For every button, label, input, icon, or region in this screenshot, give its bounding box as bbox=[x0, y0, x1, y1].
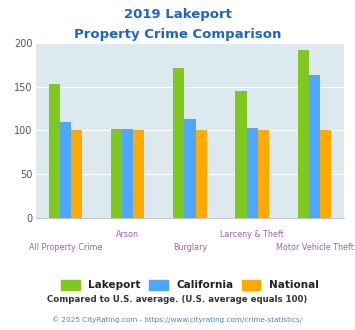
Bar bbox=[297, 50, 309, 218]
Bar bbox=[196, 130, 207, 218]
Bar bbox=[258, 130, 269, 218]
Text: Property Crime Comparison: Property Crime Comparison bbox=[74, 28, 281, 41]
Bar bbox=[122, 129, 133, 218]
Text: © 2025 CityRating.com - https://www.cityrating.com/crime-statistics/: © 2025 CityRating.com - https://www.city… bbox=[53, 316, 302, 323]
Text: All Property Crime: All Property Crime bbox=[29, 243, 102, 252]
Bar bbox=[309, 75, 320, 218]
Text: Larceny & Theft: Larceny & Theft bbox=[220, 230, 284, 239]
Text: Compared to U.S. average. (U.S. average equals 100): Compared to U.S. average. (U.S. average … bbox=[47, 295, 308, 304]
Bar bbox=[320, 130, 331, 218]
Bar bbox=[184, 119, 196, 218]
Bar bbox=[173, 68, 184, 218]
Bar bbox=[71, 130, 82, 218]
Text: Burglary: Burglary bbox=[173, 243, 207, 252]
Bar bbox=[60, 121, 71, 218]
Bar bbox=[133, 130, 144, 218]
Bar bbox=[49, 84, 60, 218]
Bar bbox=[247, 128, 258, 218]
Text: Motor Vehicle Theft: Motor Vehicle Theft bbox=[275, 243, 353, 252]
Bar bbox=[235, 91, 247, 218]
Legend: Lakeport, California, National: Lakeport, California, National bbox=[57, 276, 323, 295]
Text: Arson: Arson bbox=[116, 230, 139, 239]
Bar bbox=[111, 129, 122, 218]
Text: 2019 Lakeport: 2019 Lakeport bbox=[124, 8, 231, 21]
